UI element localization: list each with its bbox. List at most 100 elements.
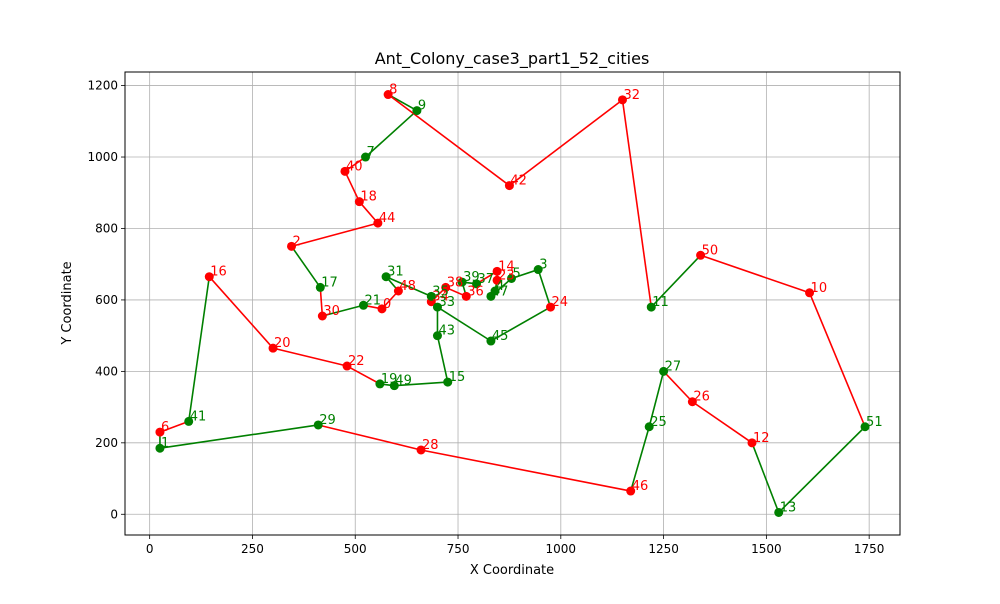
city-point — [287, 241, 297, 251]
city-label: 13 — [780, 500, 797, 515]
tour-segment — [272, 347, 348, 367]
y-tick-label: 600 — [95, 293, 118, 307]
city-label: 9 — [418, 99, 426, 114]
city-label: 33 — [438, 295, 455, 310]
city-label: 24 — [552, 295, 569, 310]
city-label: 27 — [665, 359, 682, 374]
x-tick-label: 500 — [344, 542, 367, 556]
tour-segment — [629, 426, 650, 492]
city-label: 11 — [652, 295, 669, 310]
city-label: 7 — [367, 145, 375, 160]
city-point — [377, 304, 387, 314]
city-label: 36 — [467, 284, 484, 299]
tour-segment — [159, 424, 319, 449]
city-point — [696, 250, 706, 260]
city-label: 38 — [447, 275, 464, 290]
city-point — [486, 336, 496, 346]
city-label: 49 — [395, 374, 412, 389]
tour-segment — [420, 449, 631, 492]
city-point — [383, 90, 393, 100]
city-label: 39 — [463, 270, 480, 285]
city-point — [644, 422, 654, 432]
city-label: 51 — [866, 415, 883, 430]
x-tick-label: 1750 — [854, 542, 885, 556]
city-point — [342, 361, 352, 371]
tour-segment — [778, 426, 866, 514]
city-label: 18 — [360, 190, 377, 205]
city-point — [354, 197, 364, 207]
tour-segment — [621, 99, 653, 308]
city-label: 15 — [449, 370, 466, 385]
city-label: 23 — [498, 268, 515, 283]
city-label: 50 — [702, 243, 719, 258]
tour-segment — [385, 275, 432, 298]
x-tick-label: 1250 — [648, 542, 679, 556]
city-point — [533, 265, 543, 275]
city-label: 10 — [811, 281, 828, 296]
chart-title: Ant_Colony_case3_part1_52_cities — [375, 49, 650, 69]
tour-segment — [364, 109, 418, 158]
city-label: 26 — [693, 390, 710, 405]
city-point — [441, 282, 451, 292]
city-label: 25 — [650, 415, 667, 430]
tour-segment — [387, 93, 510, 187]
city-label: 34 — [432, 290, 449, 305]
city-label: 3 — [539, 258, 547, 273]
tour-segment — [508, 99, 623, 187]
city-point — [432, 331, 442, 341]
city-label: 43 — [438, 324, 455, 339]
city-point — [747, 438, 757, 448]
tour-segment — [648, 371, 665, 427]
tour-segment — [291, 222, 379, 248]
city-point — [155, 443, 165, 453]
city-point — [492, 266, 502, 276]
city-label: 2 — [293, 234, 301, 249]
city-label: 40 — [346, 159, 363, 174]
city-point — [687, 397, 697, 407]
tour-segment — [187, 276, 211, 422]
tour-segment — [751, 442, 780, 513]
city-label: 45 — [492, 329, 509, 344]
y-tick-label: 200 — [95, 436, 118, 450]
city-label: 37 — [478, 272, 495, 287]
city-label: 28 — [422, 438, 439, 453]
city-point — [184, 416, 194, 426]
city-point — [340, 166, 350, 176]
city-point — [317, 311, 327, 321]
y-tick-label: 1000 — [87, 150, 118, 164]
city-point — [432, 302, 442, 312]
city-point — [472, 279, 482, 289]
city-point — [504, 181, 514, 191]
city-label: 12 — [753, 431, 770, 446]
city-label: 22 — [348, 354, 365, 369]
tour-segment — [691, 401, 753, 444]
tour-segment — [808, 292, 866, 428]
city-label: 41 — [190, 409, 207, 424]
tour-segment — [700, 254, 810, 294]
city-point — [486, 291, 496, 301]
city-point — [381, 272, 391, 282]
y-tick-label: 400 — [95, 364, 118, 378]
city-point — [426, 291, 436, 301]
city-point — [626, 486, 636, 496]
city-label: 32 — [623, 88, 640, 103]
city-label: 29 — [319, 413, 336, 428]
city-point — [461, 291, 471, 301]
x-tick-label: 0 — [146, 542, 154, 556]
city-point — [155, 427, 165, 437]
y-tick-label: 0 — [110, 507, 118, 521]
city-point — [315, 282, 325, 292]
city-point — [268, 343, 278, 353]
city-point — [358, 300, 368, 310]
tour-segment — [437, 306, 492, 342]
tour-segment — [319, 287, 324, 317]
y-tick-label: 800 — [95, 221, 118, 235]
city-point — [774, 507, 784, 517]
city-point — [646, 302, 656, 312]
city-label: 0 — [383, 297, 391, 312]
city-point — [412, 106, 422, 116]
city-label: 46 — [632, 479, 649, 494]
city-point — [361, 152, 371, 162]
